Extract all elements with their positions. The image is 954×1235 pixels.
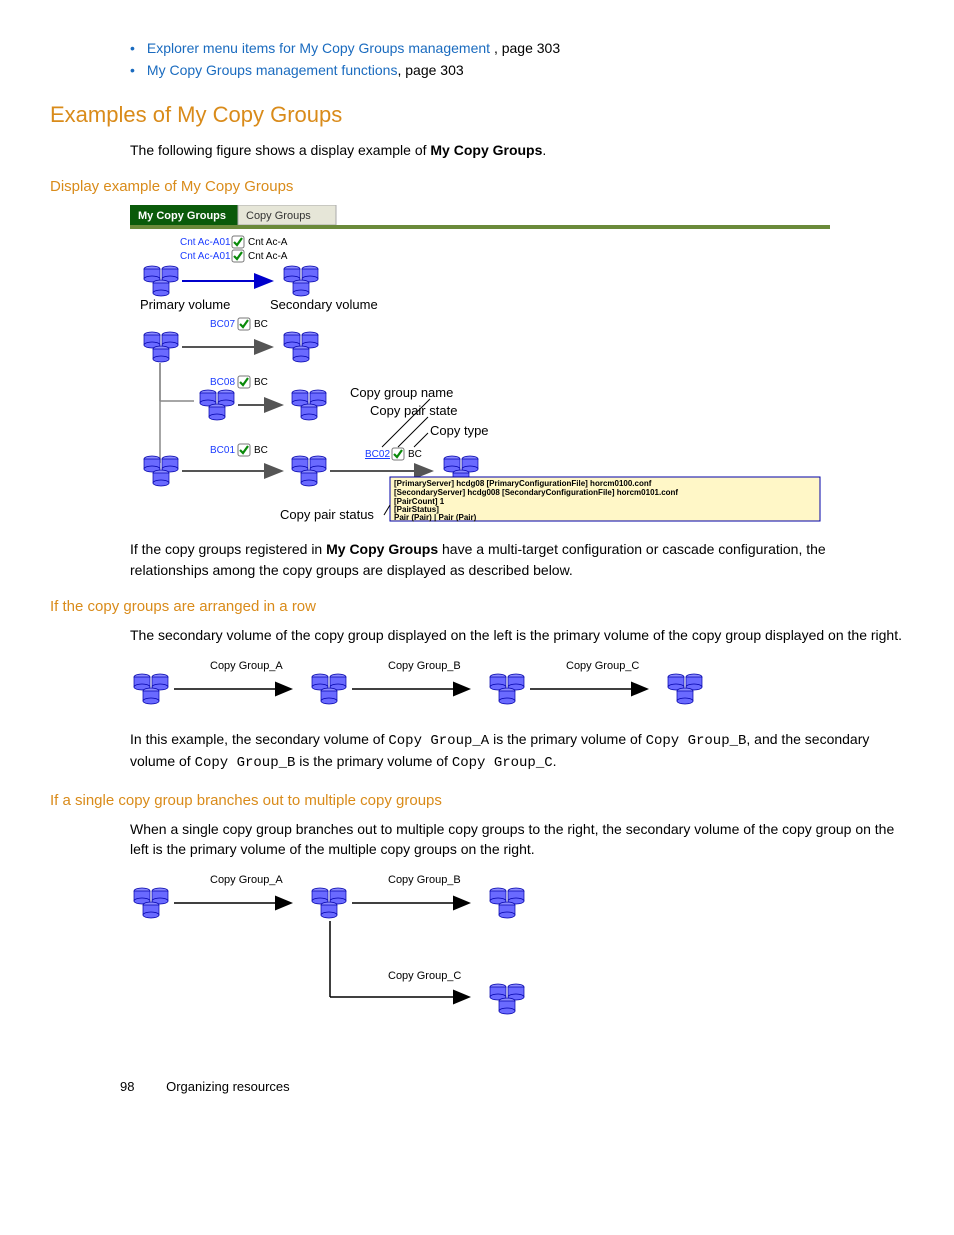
svg-text:Copy Group_B: Copy Group_B: [388, 874, 461, 886]
heading-branch: If a single copy group branches out to m…: [50, 792, 904, 809]
svg-text:Copy group name: Copy group name: [350, 385, 453, 400]
svg-text:My Copy Groups: My Copy Groups: [138, 210, 226, 222]
svg-text:[SecondaryServer] hcdg008 [Sec: [SecondaryServer] hcdg008 [SecondaryConf…: [394, 488, 678, 497]
bullet-dot-icon: •: [130, 40, 135, 56]
page-number: 98: [120, 1079, 134, 1094]
bullet-item: • My Copy Groups management functions, p…: [130, 62, 904, 78]
svg-text:Copy Groups: Copy Groups: [246, 210, 311, 222]
svg-text:Copy type: Copy type: [430, 423, 489, 438]
link-text[interactable]: Explorer menu items for My Copy Groups m…: [147, 40, 494, 56]
svg-text:BC: BC: [408, 449, 422, 460]
svg-text:Secondary volume: Secondary volume: [270, 297, 378, 312]
svg-text:Copy pair status: Copy pair status: [280, 507, 374, 522]
svg-text:Pair (Pair) | Pair (Pair): Pair (Pair) | Pair (Pair): [394, 513, 477, 522]
heading-display-example: Display example of My Copy Groups: [50, 178, 904, 195]
svg-text:Cnt Ac-A01: Cnt Ac-A01: [180, 237, 231, 248]
svg-text:[PrimaryServer] hcdg08 [Primar: [PrimaryServer] hcdg08 [PrimaryConfigura…: [394, 479, 652, 488]
svg-text:BC: BC: [254, 319, 268, 330]
bullet-dot-icon: •: [130, 62, 135, 78]
page-footer: 98 Organizing resources: [120, 1079, 904, 1094]
svg-text:Cnt Ac-A: Cnt Ac-A: [248, 251, 288, 262]
diagram-branch: Copy Group_A Copy Group_B Copy Group_C: [130, 869, 904, 1039]
svg-text:Copy Group_B: Copy Group_B: [388, 660, 461, 672]
svg-text:BC: BC: [254, 445, 268, 456]
svg-text:Copy Group_C: Copy Group_C: [388, 970, 461, 982]
link-tail: , page 303: [397, 62, 463, 78]
row-para1: The secondary volume of the copy group d…: [130, 625, 904, 645]
svg-text:Copy Group_A: Copy Group_A: [210, 874, 283, 886]
svg-text:Copy Group_C: Copy Group_C: [566, 660, 639, 672]
svg-text:BC08: BC08: [210, 377, 235, 388]
link-tail: , page 303: [494, 40, 560, 56]
diagram-my-copy-groups: My Copy Groups Copy Groups Cnt Ac-A01 Cn…: [130, 205, 904, 525]
svg-text:Primary volume: Primary volume: [140, 297, 230, 312]
intro-para: The following figure shows a display exa…: [130, 140, 904, 160]
link-text[interactable]: My Copy Groups management functions: [147, 62, 398, 78]
row-para2: In this example, the secondary volume of…: [130, 729, 904, 774]
branch-para: When a single copy group branches out to…: [130, 819, 904, 860]
after-diagram1-para: If the copy groups registered in My Copy…: [130, 539, 904, 580]
heading-row: If the copy groups are arranged in a row: [50, 598, 904, 615]
svg-text:BC07: BC07: [210, 319, 235, 330]
bullet-list: • Explorer menu items for My Copy Groups…: [130, 40, 904, 78]
footer-section: Organizing resources: [166, 1079, 290, 1094]
bullet-item: • Explorer menu items for My Copy Groups…: [130, 40, 904, 56]
svg-text:Copy Group_A: Copy Group_A: [210, 660, 283, 672]
svg-text:Cnt Ac-A01: Cnt Ac-A01: [180, 251, 231, 262]
svg-text:Cnt Ac-A: Cnt Ac-A: [248, 237, 288, 248]
diagram-linear-chain: Copy Group_A Copy Group_B Copy Group_C: [130, 655, 904, 715]
heading-examples: Examples of My Copy Groups: [50, 102, 904, 128]
svg-text:BC: BC: [254, 377, 268, 388]
svg-text:BC02: BC02: [365, 449, 390, 460]
svg-text:BC01: BC01: [210, 445, 235, 456]
